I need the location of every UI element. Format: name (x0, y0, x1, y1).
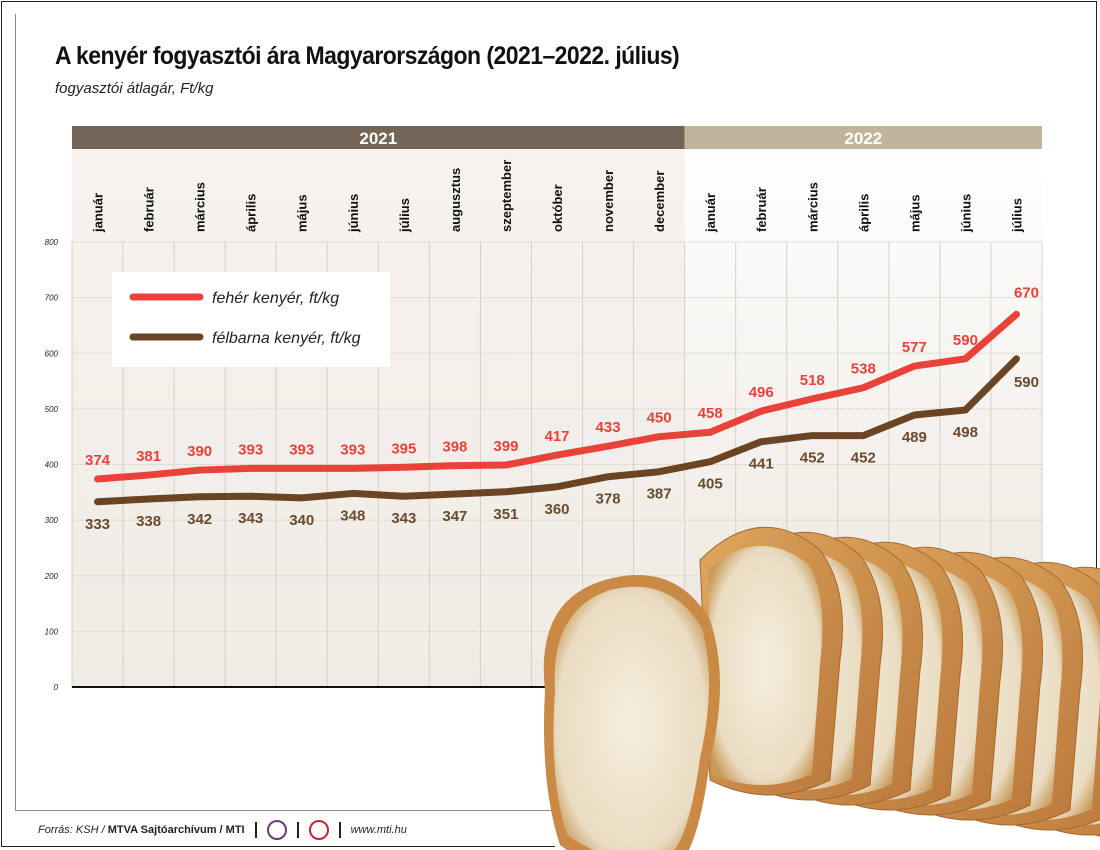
year-band-2022 (684, 126, 1042, 149)
data-label: 378 (596, 491, 621, 508)
data-label: 518 (800, 372, 825, 389)
month-label: május (907, 194, 922, 232)
data-label: 381 (136, 448, 161, 465)
chart-subtitle: fogyasztói átlagár, Ft/kg (55, 80, 214, 97)
data-label: 343 (238, 510, 263, 527)
month-label: június (958, 194, 973, 233)
y-tick-label: 100 (45, 627, 59, 636)
month-label: február (142, 187, 157, 232)
data-label: 450 (647, 410, 672, 427)
y-tick-label: 400 (45, 461, 59, 470)
mti-logo (308, 820, 329, 840)
y-tick-label: 700 (45, 294, 59, 303)
chart-title: A kenyér fogyasztói ára Magyarországon (… (55, 42, 680, 70)
data-label: 360 (544, 501, 569, 518)
legend-box (112, 272, 390, 367)
bread-photo (543, 526, 1100, 850)
bread-slice-crumb (708, 545, 823, 785)
data-label: 538 (851, 361, 876, 378)
data-label: 342 (187, 511, 212, 528)
data-label: 496 (749, 384, 774, 401)
data-label: 452 (851, 450, 876, 467)
series-line-felbarna (94, 355, 1020, 506)
month-label: február (754, 187, 769, 232)
month-label: augusztus (448, 168, 463, 232)
data-label: 577 (902, 339, 927, 356)
data-label: 590 (953, 332, 978, 349)
month-label: január (703, 193, 718, 233)
data-label: 452 (800, 450, 825, 467)
data-label: 393 (289, 441, 314, 458)
data-label: 441 (749, 456, 774, 473)
year-label: 2021 (359, 129, 397, 148)
month-label: március (805, 182, 820, 232)
month-label: március (193, 182, 208, 232)
y-tick-label: 300 (45, 516, 59, 525)
data-label: 390 (187, 443, 212, 460)
legend-label: fehér kenyér, ft/kg (212, 290, 339, 307)
data-label: 405 (698, 476, 723, 493)
month-label: október (550, 184, 565, 232)
data-label: 670 (1014, 284, 1039, 301)
month-label: április (856, 194, 871, 232)
data-label: 395 (391, 440, 416, 457)
source-bold: MTVA Sajtóarchívum / MTI (107, 824, 245, 836)
year-band-2021 (72, 126, 685, 149)
month-label: június (346, 194, 361, 233)
data-label: 338 (136, 513, 161, 530)
month-label: január (91, 193, 106, 233)
data-label: 498 (953, 424, 978, 441)
data-label: 351 (493, 506, 518, 523)
data-label: 347 (442, 508, 467, 525)
source-prefix: Forrás: KSH / (38, 824, 105, 836)
separator (338, 822, 341, 838)
data-label: 458 (698, 405, 723, 422)
data-label: 393 (238, 441, 263, 458)
year-label: 2022 (844, 129, 882, 148)
data-label: 387 (647, 486, 672, 503)
data-label: 393 (340, 441, 365, 458)
separator (296, 822, 299, 838)
data-label: 398 (442, 439, 467, 456)
data-label: 343 (391, 510, 416, 527)
y-tick-label: 200 (44, 572, 59, 581)
y-tick-label: 0 (54, 683, 59, 692)
month-label: április (244, 194, 259, 232)
footer: Forrás: KSH / MTVA Sajtóarchívum / MTI w… (38, 820, 407, 840)
separator (254, 822, 257, 838)
month-label: május (295, 194, 310, 232)
month-label: december (652, 171, 667, 232)
legend-label: félbarna kenyér, ft/kg (212, 330, 361, 347)
y-tick-label: 800 (45, 238, 59, 247)
data-label: 399 (493, 438, 518, 455)
data-label: 433 (596, 419, 621, 436)
data-label: 489 (902, 429, 927, 446)
month-label: július (397, 198, 412, 233)
y-tick-label: 600 (45, 349, 59, 358)
data-label: 348 (340, 507, 365, 524)
y-tick-label: 500 (45, 405, 59, 414)
data-label: 590 (1014, 374, 1039, 391)
data-label: 340 (289, 512, 314, 529)
data-label: 333 (85, 516, 110, 533)
mtva-logo (266, 820, 287, 840)
data-label: 417 (544, 428, 569, 445)
month-label: július (1009, 198, 1024, 233)
website-link[interactable]: www.mti.hu (350, 824, 407, 836)
month-label: november (601, 170, 616, 232)
bread-front-slice (553, 586, 709, 850)
data-label: 374 (85, 452, 111, 469)
series-line-feher (94, 310, 1020, 483)
month-label: szeptember (499, 160, 514, 232)
